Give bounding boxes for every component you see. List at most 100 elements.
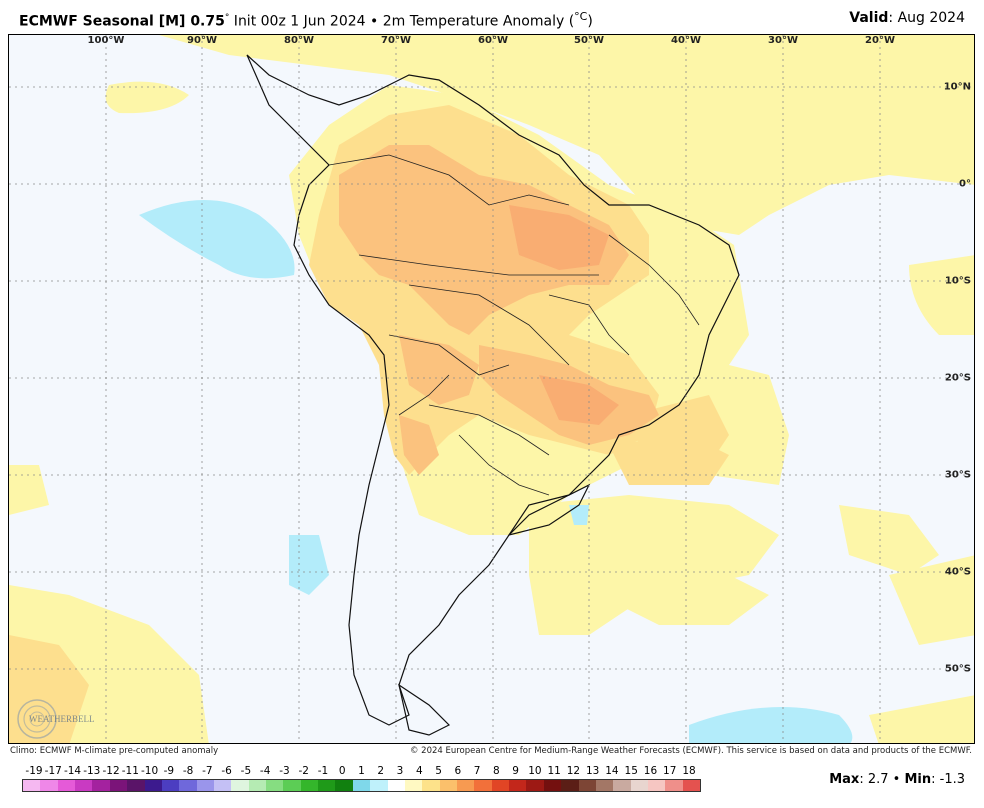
lat-label: 10°S: [944, 275, 971, 287]
colorbar-swatch: [595, 780, 614, 791]
lat-label: 0°: [959, 178, 971, 190]
colorbar-tick: -8: [182, 765, 194, 777]
max-value: : 2.7 •: [859, 772, 905, 787]
colorbar-swatch: [456, 780, 475, 791]
colorbar-tick: -3: [279, 765, 290, 777]
colorbar-swatch: [474, 780, 492, 791]
colorbar-swatch: [23, 780, 41, 791]
colorbar-swatch: [647, 780, 666, 791]
colorbar-swatch: [422, 780, 440, 791]
colorbar-tick: -5: [240, 765, 252, 777]
colorbar-tick: 1: [358, 765, 365, 777]
colorbar-swatch: [179, 780, 197, 791]
lon-label: 40°W: [671, 35, 701, 46]
colorbar-swatch: [543, 780, 562, 791]
colorbar-swatch: [491, 780, 510, 791]
lon-label: 20°W: [865, 35, 895, 46]
lon-label: 90°W: [187, 35, 217, 46]
anomaly-field-cyan: [139, 200, 853, 743]
colorbar-swatch: [231, 780, 249, 791]
colorbar-labels: -19 -17 -14 -13 -12 -11 -10 -9 -8 -7 -6 -5 -4 -3 -2 -1 0…: [22, 765, 701, 777]
colorbar-tick: 16: [643, 765, 658, 777]
colorbar-swatch: [300, 780, 319, 791]
colorbar-swatch: [92, 780, 110, 791]
max-label: Max: [829, 772, 860, 787]
title-degree: °: [224, 13, 230, 23]
colorbar-tick: 8: [493, 765, 500, 777]
colorbar-tick: 9: [512, 765, 519, 777]
title-description: Init 00z 1 Jun 2024 • 2m Temperature Ano…: [229, 13, 575, 30]
colorbar-tick: 0: [338, 765, 346, 777]
colorbar-tick: -12: [102, 765, 120, 777]
colorbar-swatch: [439, 780, 457, 791]
colorbar-swatch: [404, 780, 423, 791]
colorbar-swatch: [352, 780, 371, 791]
colorbar-tick: -2: [298, 765, 309, 777]
anomaly-map: 100°W 90°W 80°W 70°W 60°W 50°W 40°W 30°W…: [8, 34, 975, 744]
colorbar-swatch: [630, 780, 648, 791]
valid-value: : Aug 2024: [888, 10, 965, 26]
colorbar-tick: 5: [435, 765, 442, 777]
colorbar-swatch: [213, 780, 232, 791]
colorbar-tick: 14: [605, 765, 619, 777]
colorbar-swatch: [283, 780, 301, 791]
colorbar-tick: -13: [83, 765, 101, 777]
colorbar-tick: 13: [585, 765, 600, 777]
valid-label: Valid: [849, 10, 889, 26]
lat-label: 30°S: [944, 469, 971, 481]
colorbar-swatch: [144, 780, 162, 791]
lat-label: 20°S: [944, 372, 971, 384]
colorbar-tick: -14: [63, 765, 82, 777]
lat-label: 50°S: [944, 663, 971, 675]
colorbar-tick: -4: [259, 765, 271, 777]
colorbar-tick: -10: [141, 765, 159, 777]
title-model: ECMWF Seasonal [M] 0.75: [19, 13, 225, 30]
colorbar-swatch: [196, 780, 214, 791]
colorbar-swatch: [248, 780, 267, 791]
title-unit-degree: °C: [574, 10, 588, 23]
colorbar-tick: 18: [682, 765, 696, 777]
map-canvas: [9, 35, 974, 743]
colorbar-swatch: [665, 780, 683, 791]
colorbar-tick: 3: [396, 765, 404, 777]
colorbar-swatch: [387, 780, 405, 791]
colorbar-swatch: [370, 780, 388, 791]
lon-label: 100°W: [87, 35, 125, 46]
lat-label: 10°N: [943, 81, 971, 93]
valid-period: Valid: Aug 2024: [849, 10, 965, 26]
colorbar-tick: 12: [566, 765, 581, 777]
colorbar-swatch: [75, 780, 93, 791]
colorbar-swatch: [161, 780, 180, 791]
lon-label: 70°W: [381, 35, 411, 46]
colorbar-swatch: [318, 780, 336, 791]
colorbar-tick: 7: [473, 765, 481, 777]
lon-label: 50°W: [574, 35, 604, 46]
colorbar-swatch: [127, 780, 145, 791]
colorbar-tick: 17: [663, 765, 677, 777]
colorbar-swatch: [335, 780, 353, 791]
colorbar-swatch: [526, 780, 544, 791]
weatherbell-logo: WEATHERBELL: [17, 699, 95, 739]
colorbar: [22, 779, 701, 792]
lat-label: 40°S: [944, 566, 971, 578]
colorbar-tick: -17: [44, 765, 62, 777]
lon-label: 60°W: [478, 35, 508, 46]
graticule: [9, 35, 974, 743]
min-value: : -1.3: [931, 772, 965, 787]
colorbar-tick: 10: [528, 765, 542, 777]
colorbar-tick: -11: [121, 765, 139, 777]
colorbar-tick: -9: [163, 765, 175, 777]
colorbar-swatch: [109, 780, 128, 791]
colorbar-tick: 4: [415, 765, 423, 777]
logo-text: WEATHERBELL: [29, 714, 95, 724]
colorbar-swatch: [561, 780, 579, 791]
colorbar-tick: 2: [377, 765, 385, 777]
colorbar-tick: 11: [547, 765, 561, 777]
colorbar-swatch: [266, 780, 284, 791]
colorbar-tick: 6: [454, 765, 462, 777]
map-title: ECMWF Seasonal [M] 0.75° Init 00z 1 Jun …: [19, 10, 593, 30]
colorbar-tick: -1: [317, 765, 329, 777]
footer-copyright: © 2024 European Centre for Medium-Range …: [409, 746, 972, 756]
colorbar-swatch: [57, 780, 76, 791]
min-label: Min: [904, 772, 932, 787]
